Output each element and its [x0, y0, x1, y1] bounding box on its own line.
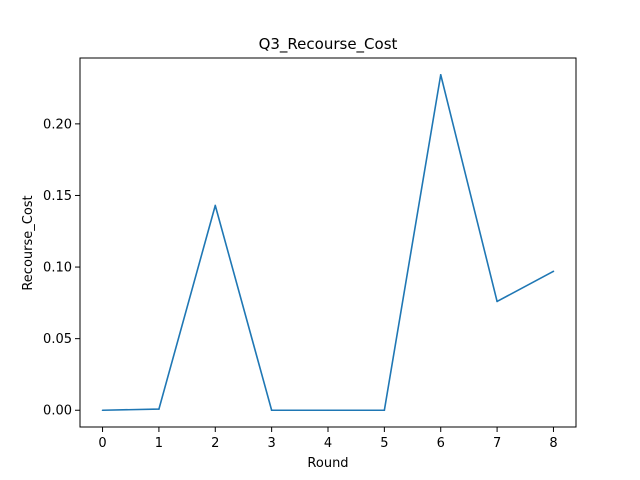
- y-tick-label: 0.00: [43, 404, 72, 419]
- x-tick-label: 1: [155, 436, 163, 451]
- y-axis-label: Recourse_Cost: [21, 195, 36, 290]
- x-tick-label: 0: [98, 436, 106, 451]
- y-tick-label: 0.15: [43, 189, 72, 204]
- x-tick-label: 8: [549, 436, 557, 451]
- data-point: [270, 409, 273, 412]
- data-point: [101, 409, 104, 412]
- x-tick-label: 7: [493, 436, 501, 451]
- y-tick-label: 0.05: [43, 332, 72, 347]
- data-point: [383, 409, 386, 412]
- data-point: [496, 300, 498, 303]
- data-point: [158, 408, 160, 410]
- data-point: [439, 73, 442, 76]
- plot-frame: [79, 57, 577, 428]
- x-tick-label: 3: [267, 436, 275, 451]
- chart-title: Q3_Recourse_Cost: [259, 35, 398, 54]
- x-tick-label: 5: [380, 436, 388, 451]
- data-point: [552, 270, 555, 273]
- x-tick-label: 4: [324, 436, 332, 451]
- x-tick-label: 6: [437, 436, 445, 451]
- x-axis-label: Round: [307, 456, 348, 471]
- data-point: [214, 204, 217, 207]
- series-line-0: [102, 73, 554, 412]
- data-point: [327, 409, 329, 412]
- x-tick-label: 2: [211, 436, 219, 451]
- y-tick-label: 0.20: [43, 117, 72, 132]
- y-tick-label: 0.10: [43, 261, 72, 276]
